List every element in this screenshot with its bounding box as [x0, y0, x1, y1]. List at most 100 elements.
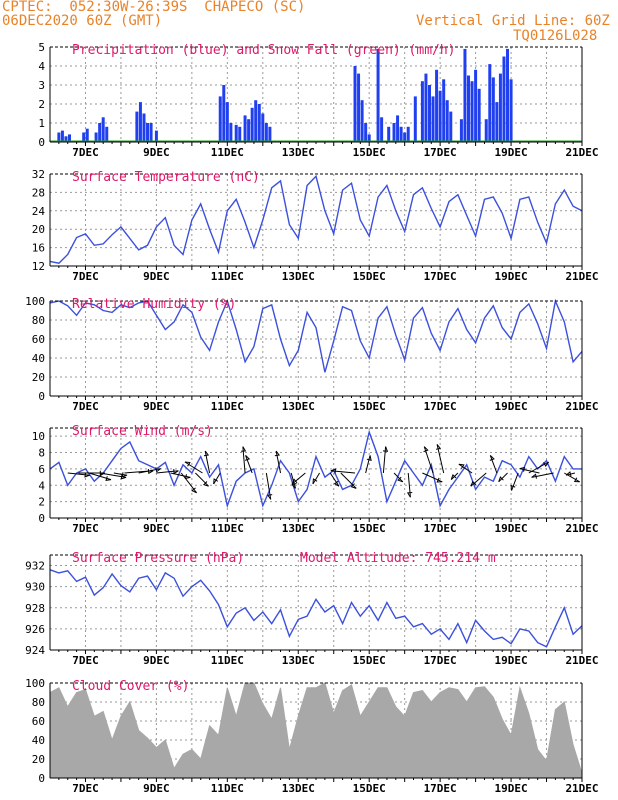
x-tick-label: 15DEC [353, 400, 386, 413]
precip-bar [360, 100, 364, 142]
wind-arrow-shaft [365, 455, 371, 474]
wind-arrow-head [191, 487, 197, 494]
x-tick-label: 15DEC [353, 782, 386, 795]
precip-bar [268, 126, 272, 142]
panel-title: Surface Wind (m/s) [72, 424, 213, 439]
x-tick-label: 19DEC [495, 654, 528, 667]
x-tick-label: 7DEC [72, 400, 99, 413]
wind-arrow-head [120, 474, 127, 480]
y-tick-label: 100 [25, 677, 45, 690]
y-tick-label: 24 [32, 205, 46, 218]
x-tick-label: 21DEC [565, 270, 598, 283]
precip-bar [154, 130, 158, 142]
precip-bar [238, 126, 242, 142]
precip-bar [357, 73, 361, 142]
x-tick-label: 11DEC [211, 146, 244, 159]
y-tick-label: 40 [32, 352, 45, 365]
y-tick-label: 924 [25, 644, 45, 657]
wind-arrow-head [519, 466, 526, 472]
wind-arrow-shaft [531, 472, 554, 478]
precip-bar [146, 123, 150, 142]
precip-bar [94, 132, 98, 142]
precip-bar [470, 81, 474, 142]
wind-arrow-head [435, 444, 442, 450]
x-tick-label: 9DEC [143, 654, 170, 667]
panel-title: Surface Temperature (nC) [72, 170, 260, 185]
wind-arrow-shaft [519, 468, 540, 474]
panel-2: 12 16 20 24 28 32 7DEC 9DEC 11DEC 13DEC 15DEC 17DEC… [32, 168, 599, 283]
panel-annotation: Model Altitude: 745.214 m [300, 551, 496, 566]
precip-bar [261, 113, 265, 142]
wind-arrow-shaft [291, 472, 306, 485]
wind-arrow-shaft [393, 472, 404, 483]
y-tick-label: 0 [38, 136, 45, 149]
x-tick-label: 17DEC [424, 146, 457, 159]
y-tick-label: 20 [32, 753, 45, 766]
precip-bar [420, 81, 424, 142]
wind-arrow-head [423, 446, 429, 453]
x-tick-label: 17DEC [424, 400, 457, 413]
panel-title: Relative Humidity (%) [72, 297, 236, 312]
y-tick-label: 930 [25, 581, 45, 594]
precip-bar [474, 69, 478, 142]
precip-bar [64, 136, 68, 142]
wind-arrow-head [267, 494, 273, 500]
x-tick-label: 9DEC [143, 400, 170, 413]
wind-arrow-shaft [113, 472, 128, 476]
y-tick-label: 4 [38, 479, 45, 492]
precip-bar [82, 132, 86, 142]
precip-bar [229, 123, 233, 142]
cloud-cover-area [49, 682, 583, 779]
wind-arrow-shaft [275, 450, 282, 474]
wind-arrow-shaft [498, 472, 508, 483]
wind-arrow-head [531, 473, 537, 479]
x-tick-label: 13DEC [282, 782, 315, 795]
y-tick-label: 28 [32, 186, 45, 199]
precip-bar [477, 88, 481, 142]
wind-arrow-shaft [88, 472, 112, 481]
precip-bar [502, 56, 506, 142]
precip-bar [138, 102, 142, 142]
x-tick-label: 15DEC [353, 270, 386, 283]
wind-arrow-head [244, 455, 251, 461]
wind-arrow-shaft [329, 472, 340, 487]
precip-bar [105, 126, 109, 142]
wind-arrow-shaft [489, 455, 498, 474]
wind-arrow-head [312, 478, 318, 485]
x-tick-label: 7DEC [72, 522, 99, 535]
y-tick-label: 80 [32, 696, 45, 709]
y-tick-label: 5 [38, 41, 45, 54]
x-tick-label: 21DEC [565, 522, 598, 535]
x-tick-label: 9DEC [143, 146, 170, 159]
wind-arrow-head [241, 446, 247, 452]
series-line [49, 429, 582, 509]
precip-bar [435, 69, 439, 142]
x-tick-label: 17DEC [424, 654, 457, 667]
y-tick-label: 16 [32, 242, 45, 255]
precip-bar [509, 79, 513, 142]
precip-bar [484, 119, 488, 142]
x-tick-label: 15DEC [353, 146, 386, 159]
x-tick-label: 11DEC [211, 400, 244, 413]
wind-arrow-head [350, 483, 357, 489]
precip-bar [85, 128, 89, 142]
precip-bar [424, 73, 428, 142]
precip-bar [234, 124, 238, 142]
y-tick-label: 20 [32, 371, 45, 384]
wind-arrow-shaft [138, 468, 161, 474]
wind-arrow-head [84, 472, 90, 478]
wind-arrow-shaft [195, 472, 209, 487]
precip-bar [98, 123, 102, 142]
precip-bar [222, 85, 226, 142]
header-line3-right: TQ0126L028 [513, 28, 598, 44]
precip-bar [463, 48, 467, 142]
wind-arrow-head [397, 476, 403, 483]
wind-arrow-head [291, 478, 298, 485]
wind-arrow-shaft [340, 472, 357, 489]
x-tick-label: 7DEC [72, 782, 99, 795]
series-line [49, 569, 583, 648]
x-tick-label: 13DEC [282, 522, 315, 535]
panel-4: 0 2 4 6 8 10 7DEC 9DEC 11DEC 13DEC 15DEC 17DEC 19DEC… [32, 424, 599, 535]
y-tick-label: 1 [38, 117, 45, 130]
